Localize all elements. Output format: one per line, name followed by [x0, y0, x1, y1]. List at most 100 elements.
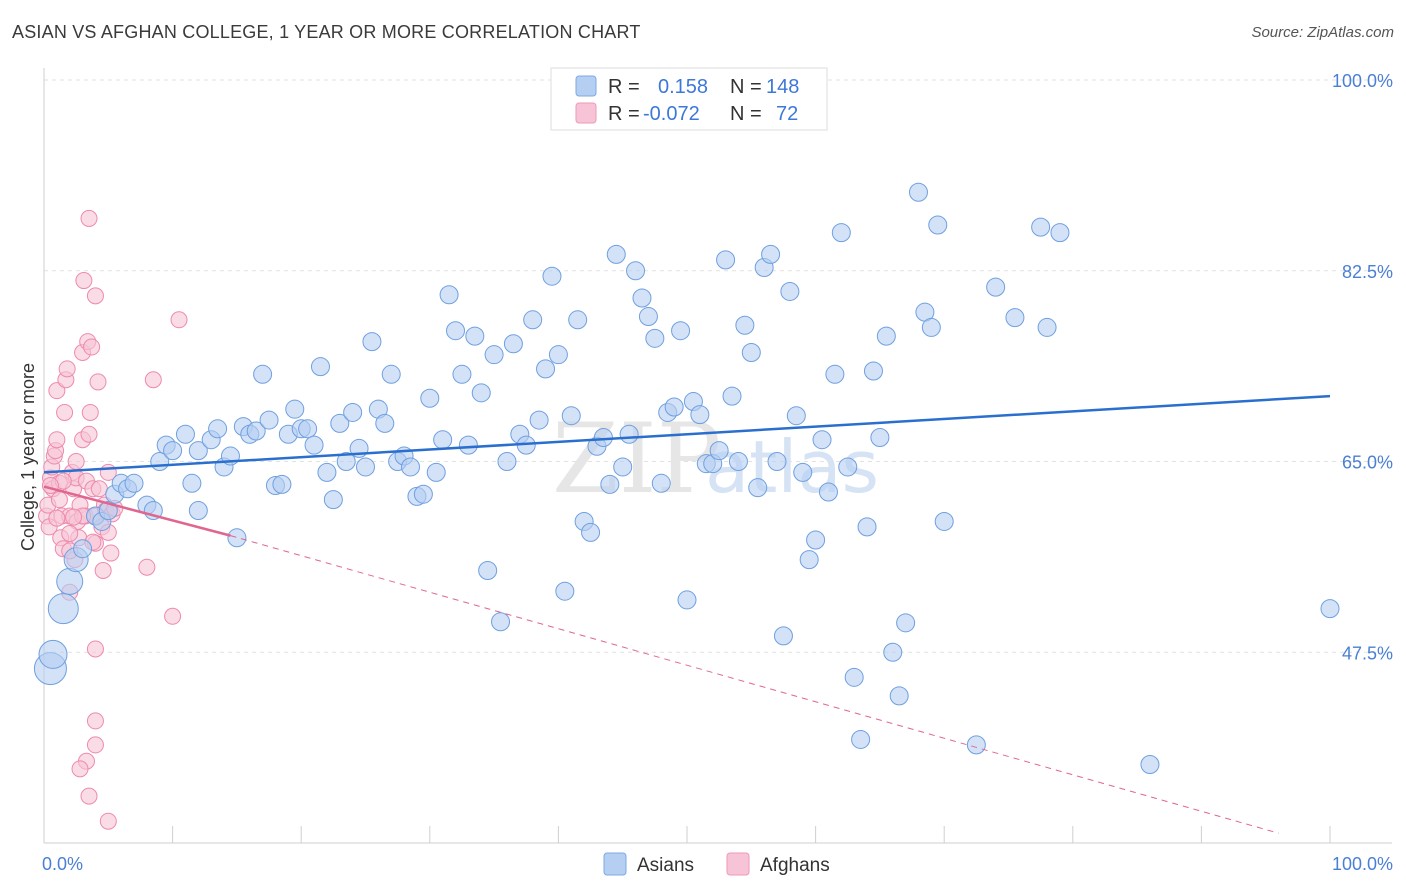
afghans-point-52	[170, 311, 188, 329]
legend-n-label-asians: N =	[730, 76, 762, 98]
source-label: Source: ZipAtlas.com	[1251, 24, 1394, 41]
grid-lines	[44, 79, 1392, 653]
asians-point-33	[272, 474, 292, 494]
afghans-point-41	[94, 562, 112, 579]
y-tick-label-2: 82.5%	[1342, 262, 1393, 282]
asians-point-137	[986, 277, 1006, 297]
asians-point-39	[310, 357, 330, 377]
asians-point-116	[806, 530, 826, 550]
asians-point-19	[182, 473, 202, 493]
y-axis-title: College, 1 year or more	[18, 363, 38, 551]
series-legend-label-afghans: Afghans	[760, 855, 830, 876]
asians-point-44	[343, 402, 363, 422]
asians-point-138	[1005, 308, 1025, 328]
asians-point-67	[491, 612, 511, 632]
asians-point-91	[645, 328, 665, 348]
legend-r-value-asians: 0.158	[658, 76, 708, 98]
afghans-trend-extension	[230, 535, 1279, 834]
asians-point-98	[690, 405, 710, 425]
asians-point-74	[536, 359, 556, 379]
asians-point-122	[844, 667, 864, 687]
afghans-point-16	[58, 360, 76, 378]
asians-point-40	[317, 462, 337, 482]
asians-point-102	[716, 250, 736, 270]
afghans-point-51	[144, 371, 162, 389]
asians-point-127	[876, 326, 896, 346]
asians-point-104	[728, 452, 748, 471]
asians-point-75	[542, 266, 562, 286]
asians-point-86	[613, 457, 633, 477]
asians-point-18	[175, 424, 195, 444]
asians-point-26	[227, 528, 247, 548]
asians-point-143	[1320, 599, 1340, 619]
asians-points	[33, 182, 1340, 775]
asians-point-117	[812, 430, 832, 450]
legend-n-value-asians: 148	[766, 76, 799, 98]
legend-r-value-afghans: -0.072	[643, 103, 700, 125]
asians-point-139	[1031, 217, 1051, 237]
asians-point-21	[188, 501, 208, 521]
series-legend-swatch-asians	[603, 852, 627, 876]
asians-point-120	[831, 223, 851, 243]
asians-point-126	[870, 428, 890, 448]
asians-point-72	[523, 310, 543, 330]
asians-point-76	[548, 345, 568, 365]
asians-point-105	[735, 315, 755, 335]
afghans-point-64	[67, 453, 85, 470]
asians-point-55	[413, 484, 433, 504]
series-legend-label-asians: Asians	[637, 855, 694, 876]
stats-legend: R = 0.158 N = 148 R = -0.072 N = 72	[550, 67, 828, 131]
asians-point-125	[863, 361, 883, 381]
stats-legend-box	[550, 67, 828, 131]
asians-point-56	[420, 388, 440, 408]
afghans-point-69	[50, 491, 68, 509]
asians-point-131	[908, 182, 928, 202]
asians-point-114	[793, 462, 813, 482]
x-tick-label-min: 0.0%	[42, 854, 83, 874]
asians-point-135	[934, 511, 954, 531]
chart-title: ASIAN VS AFGHAN COLLEGE, 1 YEAR OR MORE …	[12, 22, 641, 42]
asians-point-29	[246, 421, 266, 441]
asians-point-30	[253, 364, 273, 384]
afghans-point-32	[80, 425, 98, 443]
asians-point-17	[163, 441, 183, 461]
asians-point-113	[786, 406, 806, 426]
asians-point-85	[606, 244, 626, 264]
asians-point-41	[323, 490, 343, 510]
afghans-point-14	[56, 403, 74, 421]
asians-point-111	[773, 626, 793, 646]
asians-point-1	[38, 639, 68, 669]
afghans-point-53	[138, 558, 156, 576]
asians-point-134	[928, 215, 948, 235]
afghans-point-8	[48, 431, 66, 449]
asians-trend-line	[43, 394, 1331, 474]
asians-point-2	[47, 593, 79, 625]
asians-point-140	[1037, 317, 1057, 337]
asians-point-66	[484, 345, 504, 365]
series-legend: Asians Afghans	[603, 852, 830, 876]
asians-point-62	[458, 435, 478, 455]
afghans-point-50	[80, 209, 98, 227]
y-tick-label-1: 65.0%	[1342, 453, 1393, 473]
asians-point-110	[767, 452, 787, 471]
asians-point-129	[889, 686, 909, 706]
afghans-point-33	[81, 403, 99, 421]
asians-point-73	[529, 410, 549, 430]
asians-point-88	[626, 261, 646, 281]
asians-point-94	[664, 397, 684, 417]
asians-point-141	[1050, 223, 1070, 243]
afghans-point-55	[86, 640, 104, 658]
asians-point-31	[259, 410, 279, 430]
asians-point-101	[709, 441, 729, 461]
afghans-point-38	[89, 373, 107, 391]
legend-r-label-afghans: R =	[608, 103, 640, 125]
asians-point-81	[581, 522, 601, 542]
asians-point-53	[401, 457, 421, 477]
asians-point-133	[921, 317, 941, 337]
asians-point-65	[478, 561, 498, 580]
asians-point-96	[677, 590, 697, 610]
afghans-trend-line	[43, 485, 231, 537]
legend-n-label-afghans: N =	[730, 103, 762, 125]
afghans-point-56	[86, 712, 104, 730]
